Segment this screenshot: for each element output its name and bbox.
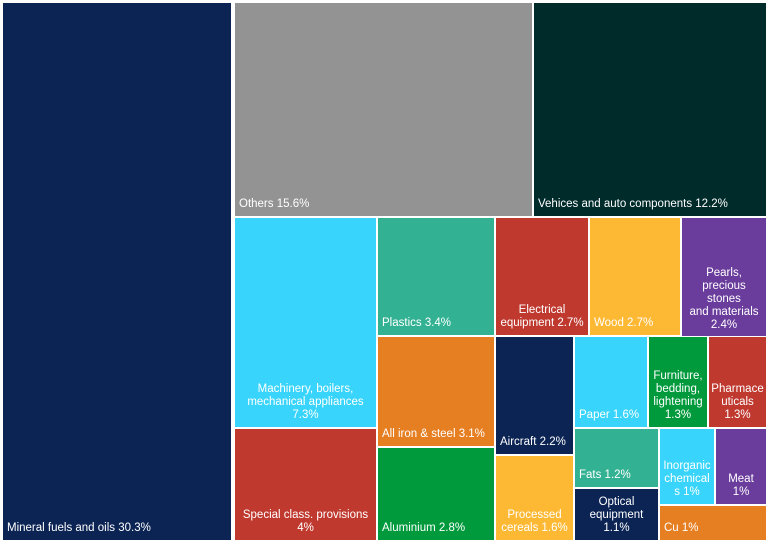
treemap-tile-label: Meat 1% — [728, 473, 754, 498]
treemap-tile-processed: Processed cereals 1.6% — [495, 455, 574, 541]
treemap-tile-paper: Paper 1.6% — [574, 336, 648, 428]
treemap-tile-label: Mineral fuels and oils 30.3% — [7, 522, 151, 534]
treemap-tile-label: Electrical equipment 2.7% — [500, 304, 584, 329]
treemap-tile-pearls: Pearls, precious stones and materials 2.… — [681, 217, 767, 338]
treemap-tile-label: Machinery, boilers, mechanical appliance… — [247, 383, 364, 421]
treemap-tile-label: Vehices and auto components 12.2% — [538, 198, 728, 210]
treemap-tile-machinery: Machinery, boilers, mechanical appliance… — [234, 217, 377, 428]
treemap-tile-others: Others 15.6% — [234, 2, 533, 217]
treemap-tile-label: Processed cereals 1.6% — [501, 509, 568, 534]
treemap-tile-inorganic: Inorganic chemical s 1% — [659, 428, 715, 505]
treemap-tile-label: Pearls, precious stones and materials 2.… — [689, 267, 759, 331]
treemap-tile-label: Fats 1.2% — [579, 469, 631, 481]
treemap-tile-pharma: Pharmace uticals 1.3% — [708, 336, 767, 428]
treemap-tile-optical: Optical equipment 1.1% — [574, 488, 659, 541]
treemap-tile-vehicles: Vehices and auto components 12.2% — [533, 2, 767, 217]
treemap-tile-label: Cu 1% — [664, 522, 699, 534]
treemap-tile-label: Plastics 3.4% — [382, 317, 452, 329]
treemap-tile-label: Pharmace uticals 1.3% — [711, 383, 764, 421]
treemap-tile-label: Wood 2.7% — [594, 317, 654, 329]
treemap-tile-label: Paper 1.6% — [579, 409, 640, 421]
treemap-tile-label: Special class. provisions 4% — [242, 509, 369, 534]
treemap-tile-label: Inorganic chemical s 1% — [663, 460, 711, 498]
treemap-tile-aircraft: Aircraft 2.2% — [495, 336, 574, 455]
treemap-tile-label: All iron & steel 3.1% — [382, 428, 485, 440]
treemap-tile-iron: All iron & steel 3.1% — [377, 336, 495, 447]
treemap-tile-meat: Meat 1% — [715, 428, 767, 505]
treemap-tile-label: Aircraft 2.2% — [500, 436, 566, 448]
treemap-tile-label: Others 15.6% — [239, 198, 310, 210]
treemap-tile-furniture: Furniture, bedding, lightening 1.3% — [648, 336, 708, 428]
treemap-tile-plastics: Plastics 3.4% — [377, 217, 495, 336]
treemap-tile-label: Optical equipment 1.1% — [589, 496, 644, 534]
treemap-tile-aluminium: Aluminium 2.8% — [377, 447, 495, 541]
treemap-tile-mineral: Mineral fuels and oils 30.3% — [2, 2, 232, 541]
treemap-tile-label: Aluminium 2.8% — [382, 522, 466, 534]
treemap-tile-electrical: Electrical equipment 2.7% — [495, 217, 589, 336]
treemap-tile-special: Special class. provisions 4% — [234, 428, 377, 541]
treemap-tile-wood: Wood 2.7% — [589, 217, 681, 336]
treemap-tile-fats: Fats 1.2% — [574, 428, 659, 488]
treemap-tile-label: Furniture, bedding, lightening 1.3% — [653, 370, 703, 421]
treemap-tile-cu: Cu 1% — [659, 505, 767, 541]
